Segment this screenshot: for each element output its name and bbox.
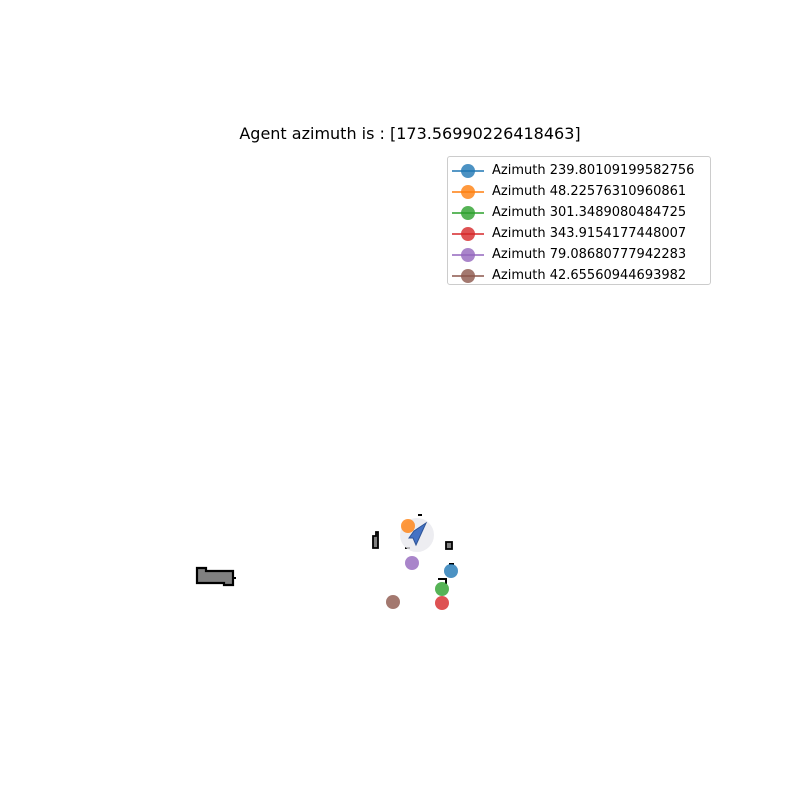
data-point-4 — [435, 596, 449, 610]
data-point-6 — [386, 595, 400, 609]
legend-label-6: Azimuth 42.65560944693982 — [492, 268, 687, 283]
legend-marker-6 — [452, 269, 484, 283]
legend-marker-3 — [452, 206, 484, 220]
legend-item-3: Azimuth 301.3489080484725 — [448, 203, 710, 223]
obstacle-small-right — [445, 541, 453, 550]
scatter-points — [386, 519, 458, 610]
legend-marker-2 — [452, 185, 484, 199]
legend-item-4: Azimuth 343.9154177448007 — [448, 224, 710, 244]
data-point-2 — [401, 519, 415, 533]
obstacle-small-left — [372, 531, 379, 549]
legend-item-6: Azimuth 42.65560944693982 — [448, 266, 710, 286]
legend-marker-1 — [452, 164, 484, 178]
legend-label-4: Azimuth 343.9154177448007 — [492, 226, 687, 241]
obstacle-left-block — [195, 566, 235, 587]
legend-marker-5 — [452, 248, 484, 262]
legend-item-1: Azimuth 239.80109199582756 — [448, 161, 710, 181]
chart-title: Agent azimuth is : [173.56990226418463] — [239, 124, 581, 143]
legend-item-5: Azimuth 79.08680777942283 — [448, 245, 710, 265]
legend-label-3: Azimuth 301.3489080484725 — [492, 205, 687, 220]
agent-arrow-icon — [408, 521, 428, 547]
legend: Azimuth 239.80109199582756 Azimuth 48.225… — [447, 156, 711, 285]
legend-marker-4 — [452, 227, 484, 241]
data-point-3 — [435, 582, 449, 596]
legend-label-5: Azimuth 79.08680777942283 — [492, 247, 687, 262]
legend-label-2: Azimuth 48.22576310960861 — [492, 184, 687, 199]
data-point-5 — [405, 556, 419, 570]
data-point-1 — [444, 564, 458, 578]
legend-label-1: Azimuth 239.80109199582756 — [492, 163, 695, 178]
legend-item-2: Azimuth 48.22576310960861 — [448, 182, 710, 202]
obstacle-right-tick-b — [438, 578, 447, 584]
